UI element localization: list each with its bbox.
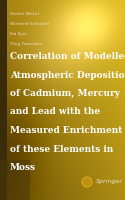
Text: of these Elements in: of these Elements in <box>10 144 113 154</box>
Text: Atmospheric Deposition: Atmospheric Deposition <box>10 71 125 79</box>
Bar <box>0 0 7 200</box>
Text: Stefan Nickel: Stefan Nickel <box>10 12 39 16</box>
Text: Measured Enrichment: Measured Enrichment <box>10 126 122 135</box>
Circle shape <box>82 178 92 186</box>
Text: Oleg Travnikov: Oleg Travnikov <box>10 42 42 46</box>
Text: Moss: Moss <box>10 163 36 172</box>
Bar <box>0 160 30 200</box>
Text: Ilia Ilyin: Ilia Ilyin <box>10 32 27 36</box>
Circle shape <box>82 176 92 188</box>
Text: Winfried Schröder: Winfried Schröder <box>10 22 49 26</box>
Text: Springer: Springer <box>96 180 123 184</box>
Text: Correlation of Modelled: Correlation of Modelled <box>10 52 125 61</box>
Text: of Cadmium, Mercury: of Cadmium, Mercury <box>10 89 120 98</box>
Text: and Lead with the: and Lead with the <box>10 108 100 116</box>
